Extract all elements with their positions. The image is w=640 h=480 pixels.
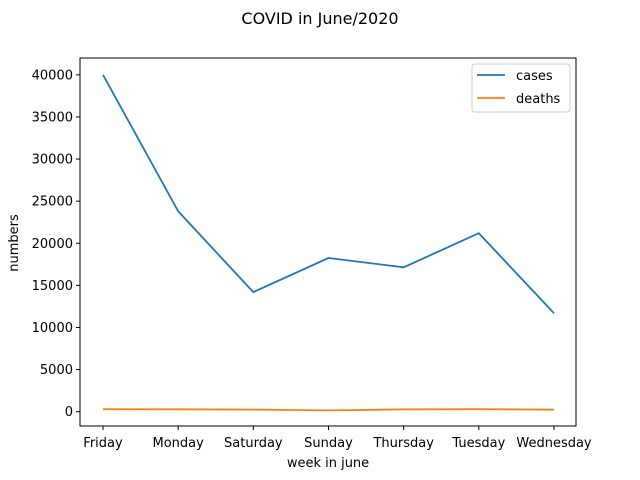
legend: cases deaths [471, 63, 571, 113]
y-tick-label: 10000 [32, 321, 73, 336]
y-tick-label: 5000 [40, 363, 73, 378]
y-tick-label: 25000 [32, 195, 73, 210]
y-tick-label: 40000 [32, 68, 73, 83]
x-tick-label: Tuesday [451, 436, 505, 451]
x-tick-label: Sunday [304, 436, 353, 451]
y-axis-label: numbers [7, 214, 22, 272]
x-tick-label: Saturday [224, 436, 283, 451]
x-axis: Friday Monday Saturday Sunday Thursday Tuesda… [83, 426, 592, 451]
x-tick-label: Thursday [372, 436, 434, 451]
x-axis-label: week in june [287, 456, 369, 471]
legend-box [471, 63, 571, 113]
y-tick-label: 20000 [32, 237, 73, 252]
series-line-deaths [102, 408, 555, 412]
y-tick-label: 35000 [32, 110, 73, 125]
series-line-cases [102, 74, 555, 314]
legend-label-cases: cases [516, 69, 553, 84]
legend-label-deaths: deaths [516, 92, 561, 107]
x-tick-label: Wednesday [516, 436, 592, 451]
plot-area [79, 57, 577, 427]
y-axis: 0 5000 10000 15000 20000 25000 30000 35000 40000 [32, 68, 80, 420]
series-lines [102, 74, 555, 412]
x-tick-label: Friday [83, 436, 123, 451]
y-tick-label: 30000 [32, 153, 73, 168]
x-tick-label: Monday [153, 436, 205, 451]
y-tick-label: 15000 [32, 279, 73, 294]
y-tick-label: 0 [65, 405, 73, 420]
chart-title: COVID in June/2020 [241, 9, 398, 28]
